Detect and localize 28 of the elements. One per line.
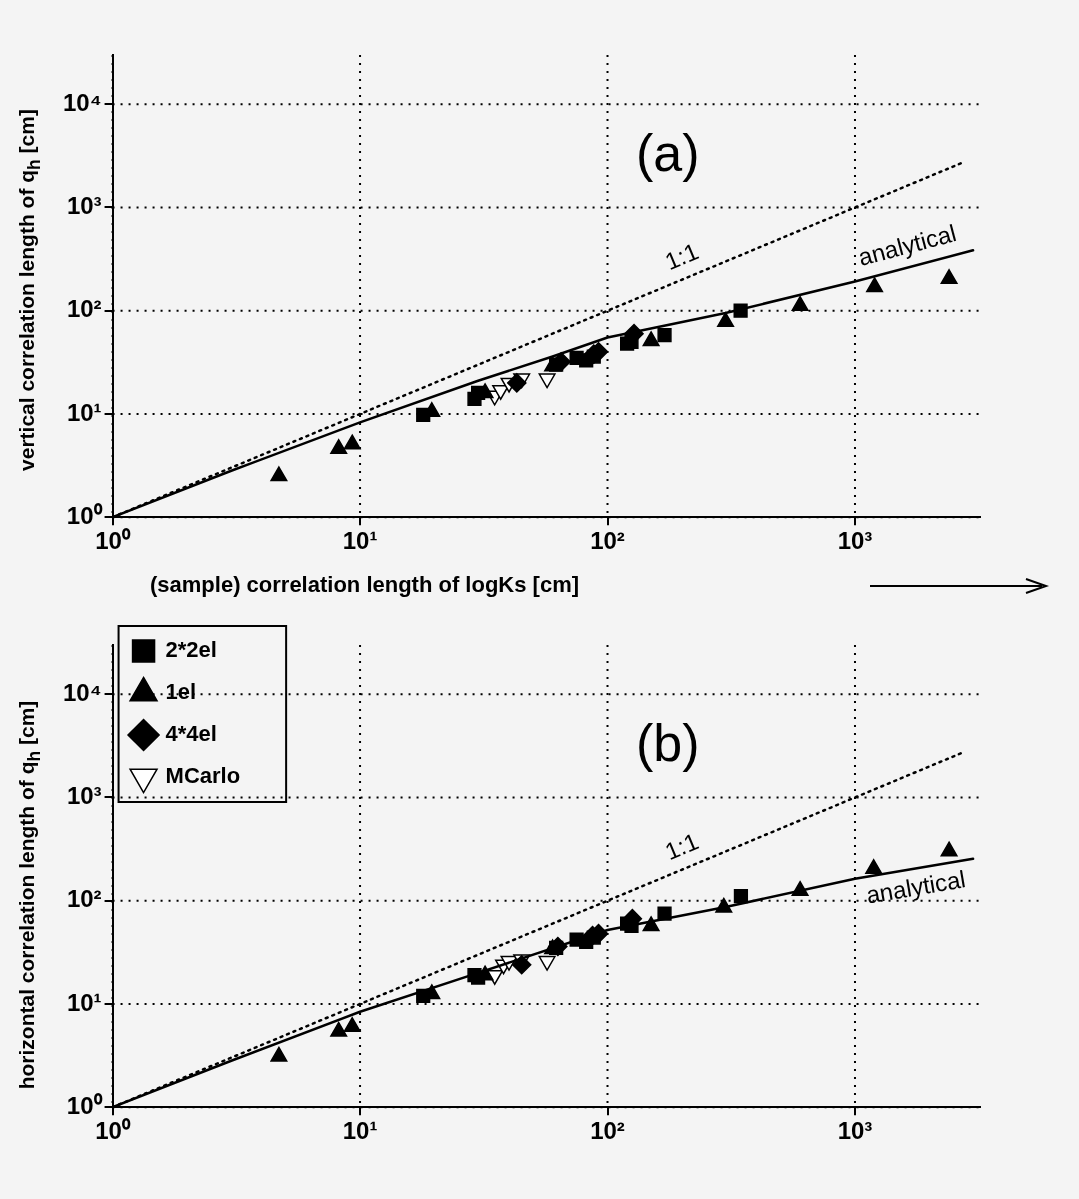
- x-tick-label: 10³: [837, 527, 873, 555]
- legend-label: 2*2el: [165, 637, 217, 663]
- x-axis-title: (sample) correlation length of logKs [cm]: [150, 572, 580, 598]
- text: 1:1: [660, 237, 703, 276]
- x-tick-label: 10¹: [342, 527, 378, 555]
- x-tick-label: 10²: [590, 1117, 625, 1145]
- legend-label: 4*4el: [165, 721, 217, 747]
- x-tick-label: 10³: [837, 1117, 873, 1145]
- y-tick-label: 10¹: [66, 398, 102, 426]
- text: analytical: [864, 865, 968, 909]
- y-tick-label: 10²: [66, 295, 102, 323]
- y-tick-label: 10²: [66, 885, 102, 913]
- y-tick-label: 10⁰: [66, 501, 103, 529]
- text: (a): [635, 124, 700, 183]
- legend-label: MCarlo: [165, 763, 241, 789]
- y-tick-label: 10³: [66, 782, 102, 810]
- y-tick-label: 10³: [66, 192, 102, 220]
- text: (b): [635, 714, 700, 773]
- x-tick-label: 10⁰: [95, 527, 131, 555]
- x-tick-label: 10⁰: [95, 1117, 131, 1145]
- y-tick-label: 10⁰: [66, 1091, 103, 1119]
- legend-label: 1el: [165, 679, 197, 705]
- text: 1:1: [660, 827, 703, 866]
- x-tick-label: 10¹: [342, 1117, 378, 1145]
- y-tick-label: 10⁴: [62, 88, 102, 116]
- x-tick-label: 10²: [590, 527, 625, 555]
- y-tick-label: 10⁴: [62, 678, 102, 706]
- y-tick-label: 10¹: [66, 988, 102, 1016]
